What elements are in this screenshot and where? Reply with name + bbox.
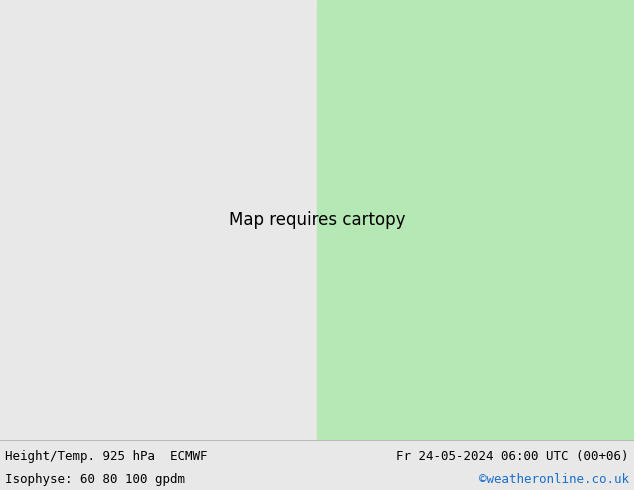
Text: Map requires cartopy: Map requires cartopy [229, 211, 405, 229]
Text: Height/Temp. 925 hPa  ECMWF: Height/Temp. 925 hPa ECMWF [5, 450, 207, 463]
Bar [317, 0, 634, 440]
Text: Fr 24-05-2024 06:00 UTC (00+06): Fr 24-05-2024 06:00 UTC (00+06) [396, 450, 629, 463]
Text: ©weatheronline.co.uk: ©weatheronline.co.uk [479, 473, 629, 486]
Text: Isophyse: 60 80 100 gpdm: Isophyse: 60 80 100 gpdm [5, 473, 185, 486]
